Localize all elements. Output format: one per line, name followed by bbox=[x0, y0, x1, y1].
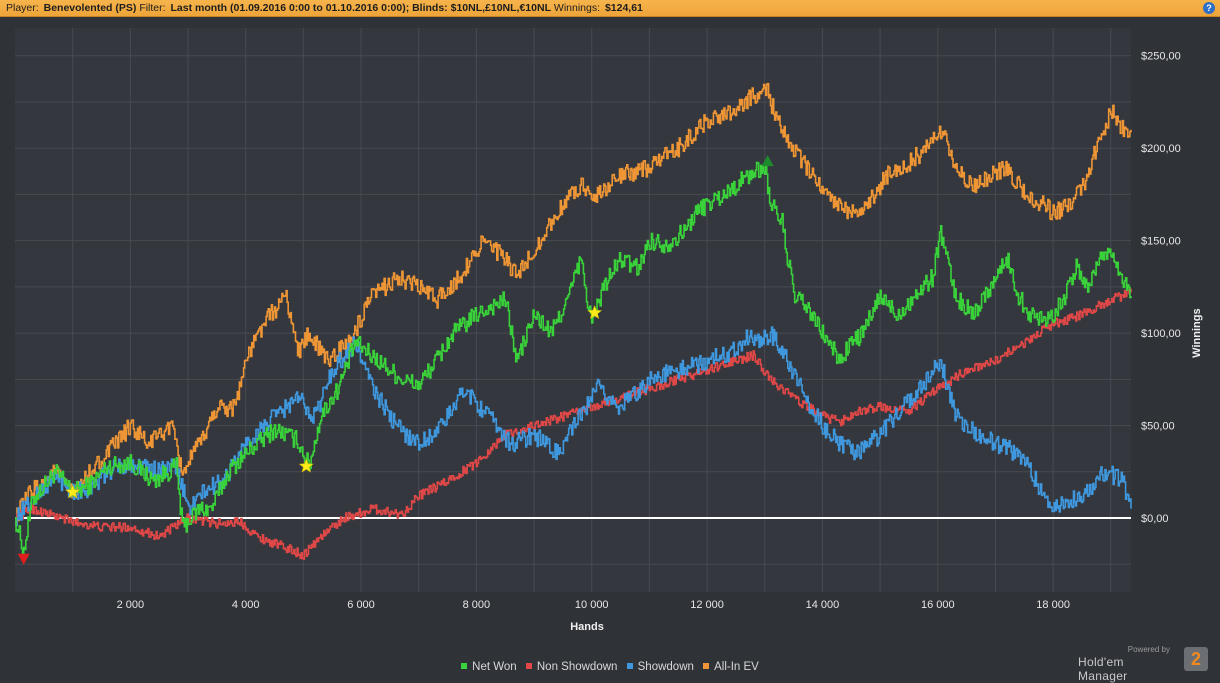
series-net-won bbox=[15, 161, 1132, 557]
y-tick-label: $100,00 bbox=[1141, 328, 1181, 340]
x-axis-title: Hands bbox=[570, 621, 604, 633]
holdem-manager-branding: Powered by Hold'em Manager 2 bbox=[1078, 645, 1208, 683]
logo-digit: 2 bbox=[1190, 649, 1201, 669]
y-tick-label: $250,00 bbox=[1141, 51, 1181, 63]
legend-swatch-non-showdown bbox=[525, 663, 532, 669]
x-tick-label: 8 000 bbox=[463, 599, 491, 611]
filter-label: Filter: bbox=[139, 2, 166, 14]
legend-swatch-all-in-ev bbox=[703, 663, 710, 669]
x-tick-label: 18 000 bbox=[1036, 599, 1070, 611]
x-tick-label: 2 000 bbox=[117, 599, 145, 611]
help-icon[interactable]: ? bbox=[1203, 2, 1215, 14]
series-showdown bbox=[15, 326, 1132, 527]
series-all-in-ev bbox=[15, 82, 1132, 526]
legend-label-all-in-ev: All-In EV bbox=[714, 661, 759, 673]
series-non-showdown bbox=[15, 288, 1132, 560]
winnings-value: $124,61 bbox=[604, 2, 643, 14]
legend-item-net-won[interactable]: Net Won bbox=[461, 661, 517, 673]
chart-legend: Net Won Non Showdown Showdown All-In EV bbox=[0, 661, 1220, 673]
x-tick-label: 4 000 bbox=[232, 599, 260, 611]
hand-marker-star bbox=[298, 458, 314, 473]
y-tick-label: $150,00 bbox=[1141, 236, 1181, 248]
legend-item-non-showdown[interactable]: Non Showdown bbox=[525, 661, 618, 673]
powered-by-text: Powered by bbox=[1127, 645, 1170, 654]
y-axis-title: Winnings bbox=[1191, 308, 1203, 357]
x-tick-label: 14 000 bbox=[806, 599, 840, 611]
brand-name: Hold'em Manager bbox=[1078, 655, 1128, 683]
filter-value: Last month (01.09.2016 0:00 to 01.10.201… bbox=[170, 2, 551, 14]
best-point-marker bbox=[761, 155, 774, 167]
hand-marker-star bbox=[65, 484, 81, 499]
player-value: Benevolented (PS) bbox=[43, 2, 137, 14]
legend-label-non-showdown: Non Showdown bbox=[536, 661, 618, 673]
legend-label-net-won: Net Won bbox=[472, 661, 517, 673]
x-tick-label: 12 000 bbox=[690, 599, 724, 611]
legend-swatch-showdown bbox=[626, 663, 633, 669]
legend-label-showdown: Showdown bbox=[637, 661, 694, 673]
legend-swatch-net-won bbox=[461, 663, 468, 669]
y-tick-label: $50,00 bbox=[1141, 421, 1175, 433]
worst-point-marker bbox=[17, 553, 30, 565]
y-tick-label: $200,00 bbox=[1141, 143, 1181, 155]
x-tick-label: 16 000 bbox=[921, 599, 955, 611]
legend-item-all-in-ev[interactable]: All-In EV bbox=[703, 661, 759, 673]
x-tick-label: 10 000 bbox=[575, 599, 609, 611]
winnings-graph: $0,00 $50,00 $100,00 $150,00 $200,00 $250,00 2… bbox=[15, 28, 1203, 633]
hand-marker-star bbox=[587, 304, 603, 320]
player-label: Player: bbox=[6, 2, 39, 14]
winnings-label: Winnings: bbox=[553, 2, 601, 14]
hm2-logo-icon: 2 bbox=[1184, 647, 1208, 671]
x-tick-label: 6 000 bbox=[347, 599, 375, 611]
legend-item-showdown[interactable]: Showdown bbox=[626, 661, 694, 673]
y-tick-label: $0,00 bbox=[1141, 513, 1169, 525]
filter-bar: Player: Benevolented (PS) Filter: Last m… bbox=[0, 0, 1220, 17]
